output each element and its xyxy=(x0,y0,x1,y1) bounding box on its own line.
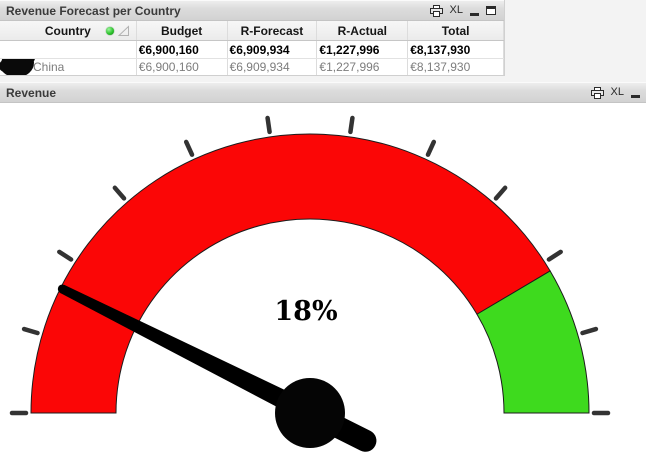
gauge-tick xyxy=(425,139,437,157)
totals-cell: €1,227,996 xyxy=(317,41,409,58)
column-header-label: R-Actual xyxy=(337,23,387,38)
column-header-label: Total xyxy=(441,23,470,38)
print-icon[interactable] xyxy=(590,86,604,99)
country-label: China xyxy=(33,60,65,74)
gauge-caption-bar: Revenue XL xyxy=(0,82,646,103)
gauge-value-label: 18% xyxy=(274,296,337,327)
print-icon[interactable] xyxy=(429,4,443,17)
totals-empty-cell xyxy=(0,41,137,58)
column-header-total[interactable]: Total xyxy=(408,21,504,40)
selection-led-icon xyxy=(105,27,114,35)
minimize-icon[interactable] xyxy=(631,94,640,98)
gauge-needle xyxy=(57,284,377,452)
gauge-tick xyxy=(493,185,508,201)
gauge-chart: 18% xyxy=(9,115,611,452)
table-totals-row: €6,900,160 €6,909,934 €1,227,996 €8,137,930 xyxy=(0,41,505,59)
table-title: Revenue Forecast per Country xyxy=(6,3,181,18)
gauge-tick xyxy=(265,115,272,135)
table-row: China €6,900,160 €6,909,934 €1,227,996 €8,13… xyxy=(0,59,505,76)
totals-cell: €8,137,930 xyxy=(408,41,505,58)
value-cell[interactable]: €6,900,160 xyxy=(137,59,228,75)
gauge-hub xyxy=(275,378,345,448)
send-to-excel-button[interactable]: XL xyxy=(449,4,463,16)
gauge-tick xyxy=(348,115,355,135)
country-flag-image xyxy=(0,59,35,75)
column-header-country[interactable]: Country xyxy=(0,21,137,40)
value-cell[interactable]: €6,909,934 xyxy=(228,59,318,75)
gauge-segment-target-zone xyxy=(476,270,590,414)
gauge-tick xyxy=(112,185,127,201)
table-caption-bar: Revenue Forecast per Country XL xyxy=(0,0,504,21)
minimize-icon[interactable] xyxy=(470,12,479,16)
maximize-icon[interactable] xyxy=(486,6,496,15)
send-to-excel-button[interactable]: XL xyxy=(610,86,624,98)
gauge-tick xyxy=(546,249,563,262)
table-header-row: Country Budget R-Forecast R-Actual Total xyxy=(0,21,504,41)
column-header-label: Budget xyxy=(160,23,203,38)
gauge-tick xyxy=(580,326,599,336)
value-cell[interactable]: €8,137,930 xyxy=(408,59,505,75)
value-cell[interactable]: €1,227,996 xyxy=(317,59,409,75)
sort-direction-icon xyxy=(117,25,129,36)
column-header-r-actual[interactable]: R-Actual xyxy=(317,21,409,40)
gauge-tick xyxy=(21,326,40,336)
gauge-chart-area: 18% xyxy=(0,103,646,460)
column-header-label: R-Forecast xyxy=(240,23,304,38)
revenue-forecast-table-panel: Revenue Forecast per Country XL Country B… xyxy=(0,0,505,76)
column-header-label: Country xyxy=(44,23,91,38)
totals-cell: €6,900,160 xyxy=(137,41,228,58)
revenue-gauge-panel: Revenue XL 18% xyxy=(0,82,646,460)
gauge-tick xyxy=(183,139,195,157)
column-header-r-forecast[interactable]: R-Forecast xyxy=(228,21,318,40)
gauge-title: Revenue xyxy=(6,85,57,100)
totals-cell: €6,909,934 xyxy=(228,41,318,58)
gauge-segment-below-target xyxy=(30,133,551,414)
gauge-tick xyxy=(57,249,74,262)
country-cell[interactable]: China xyxy=(0,59,137,75)
column-header-budget[interactable]: Budget xyxy=(137,21,228,40)
